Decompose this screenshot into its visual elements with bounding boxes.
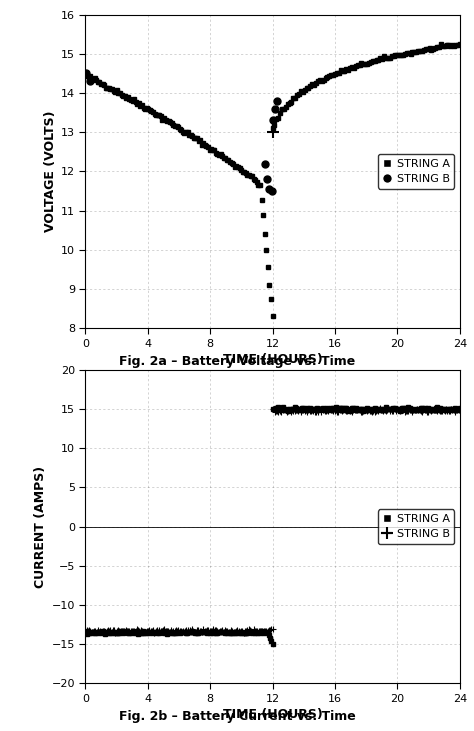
STRING B: [262, 159, 268, 168]
STRING B: [87, 77, 93, 86]
Y-axis label: VOLTAGE (VOLTS): VOLTAGE (VOLTS): [44, 110, 56, 232]
STRING A: [156, 629, 162, 637]
STRING A: [144, 628, 150, 637]
STRING B: [188, 626, 194, 635]
STRING A: [270, 311, 275, 320]
STRING A: [211, 145, 217, 154]
STRING B: [181, 627, 186, 636]
STRING B: [82, 628, 88, 637]
Line: STRING A: STRING A: [83, 73, 274, 318]
X-axis label: TIME (HOURS): TIME (HOURS): [223, 353, 322, 366]
STRING A: [186, 130, 192, 139]
STRING A: [133, 98, 138, 107]
Y-axis label: CURRENT (AMPS): CURRENT (AMPS): [34, 466, 47, 588]
STRING A: [237, 629, 243, 637]
STRING B: [144, 626, 150, 635]
STRING B: [212, 626, 218, 635]
Text: Fig. 2a – Battery Voltage vs. Time: Fig. 2a – Battery Voltage vs. Time: [119, 355, 355, 368]
STRING A: [270, 640, 275, 648]
STRING A: [122, 91, 128, 100]
STRING A: [230, 160, 236, 169]
STRING B: [237, 628, 243, 637]
Text: Fig. 2b – Battery Current vs. Time: Fig. 2b – Battery Current vs. Time: [118, 710, 356, 723]
STRING B: [272, 105, 278, 113]
STRING B: [83, 69, 89, 77]
X-axis label: TIME (HOURS): TIME (HOURS): [223, 708, 322, 721]
STRING B: [274, 96, 280, 105]
Line: STRING B: STRING B: [82, 626, 275, 636]
STRING A: [181, 627, 186, 636]
STRING A: [264, 246, 269, 254]
Legend: STRING A, STRING B: STRING A, STRING B: [378, 154, 454, 189]
STRING B: [271, 116, 276, 125]
STRING A: [82, 70, 88, 79]
STRING A: [82, 626, 88, 635]
STRING B: [156, 626, 162, 635]
STRING B: [266, 185, 272, 194]
Line: STRING B: STRING B: [82, 70, 281, 194]
Legend: STRING A, STRING B: STRING A, STRING B: [378, 510, 454, 544]
STRING B: [264, 175, 270, 183]
STRING B: [270, 624, 275, 633]
Line: STRING A: STRING A: [83, 629, 274, 646]
STRING A: [188, 628, 194, 637]
STRING B: [269, 186, 274, 195]
STRING B: [241, 629, 246, 637]
STRING A: [212, 626, 218, 635]
